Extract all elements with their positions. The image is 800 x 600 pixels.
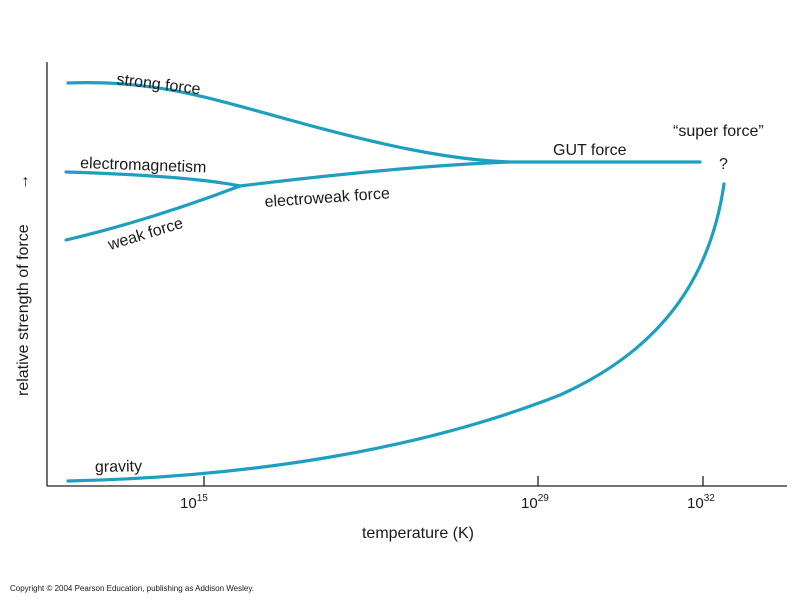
- y-axis-arrow-icon: →: [15, 174, 32, 190]
- electromagnetism-curve: [64, 170, 242, 188]
- electroweak-force-label: electroweak force: [264, 185, 390, 211]
- electromagnetism-label: electromagnetism: [80, 155, 207, 176]
- x-axis-label: temperature (K): [362, 525, 474, 542]
- weak-force-curve: [64, 184, 242, 242]
- electroweak-force-curve: [238, 160, 512, 188]
- strong-force-label: strong force: [116, 71, 202, 98]
- strong-force-curve: [66, 81, 512, 164]
- gravity-label: gravity: [95, 458, 142, 476]
- gut-force-label: GUT force: [553, 142, 627, 159]
- x-tick-label-2: 1029: [521, 493, 549, 512]
- super-force-question-mark: ?: [719, 156, 728, 173]
- y-axis-label-group: relative strength of force →: [15, 174, 32, 396]
- x-tick-label-3: 1032: [687, 493, 715, 512]
- x-tick-label-1: 1015: [180, 493, 208, 512]
- gravity-curve: [66, 182, 726, 483]
- super-force-label: “super force”: [673, 123, 764, 140]
- copyright-notice: Copyright © 2004 Pearson Education, publ…: [10, 584, 254, 593]
- weak-force-label: weak force: [105, 215, 185, 254]
- y-axis-label: relative strength of force: [15, 224, 32, 396]
